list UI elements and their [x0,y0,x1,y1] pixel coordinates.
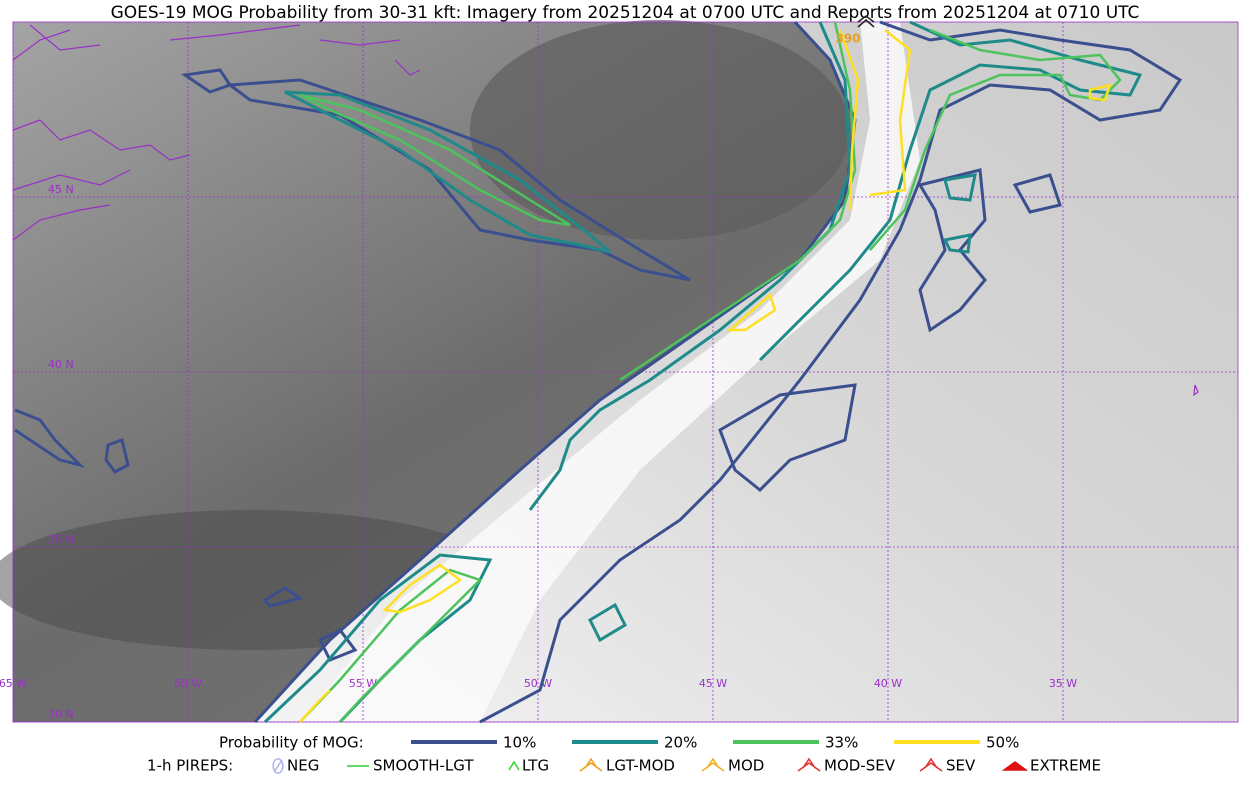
pirep-symbol [919,757,943,772]
satellite-imagery [0,20,1238,722]
legend-label: SMOOTH-LGT [373,757,474,775]
pirep-symbol [797,757,821,772]
graticule: 45 N 40 N 35 N 30 N 65 W 60 W 55 W 50 W 45 W 40 W… [0,21,1239,723]
legend-label: SEV [946,757,976,775]
pirep-symbol [272,758,284,774]
map-title: GOES-19 MOG Probability from 30-31 kft: … [111,3,1140,23]
latitude-label: 45 N [48,183,74,196]
pirep-symbol [579,757,603,772]
pirep-symbol [857,15,875,28]
pirep-flight-level: 390 [835,32,860,46]
legend: Probability of MOG: 10% 20% 33% 50% 1-h PIREP… [147,734,1101,775]
legend-label: MOD-SEV [824,757,896,775]
longitude-label: 50 W [524,677,552,690]
longitude-label: 40 W [874,677,902,690]
legend-label: MOD [728,757,764,775]
legend-label: 10% [503,734,536,752]
longitude-label: 65 W [0,677,27,690]
longitude-label: 60 W [174,677,202,690]
longitude-label: 55 W [349,677,377,690]
pirep-symbol [1001,761,1029,771]
legend-label: 50% [986,734,1019,752]
coastline [12,24,1199,397]
latitude-label: 30 N [48,708,74,721]
longitude-label: 35 W [1049,677,1077,690]
legend-label: EXTREME [1030,757,1101,775]
mog-contours [14,20,1183,724]
pirep-symbol [701,757,725,772]
pirep-symbol [508,760,520,771]
legend-label: NEG [287,757,319,775]
legend-label: LTG [522,757,549,775]
legend-label: LGT-MOD [606,757,675,775]
latitude-label: 35 N [48,533,74,546]
longitude-label: 45 W [699,677,727,690]
legend-label: 33% [825,734,858,752]
legend-label: 20% [664,734,697,752]
latitude-label: 40 N [48,358,74,371]
legend-title: 1-h PIREPS: [147,757,233,775]
legend-title: Probability of MOG: [219,734,364,752]
